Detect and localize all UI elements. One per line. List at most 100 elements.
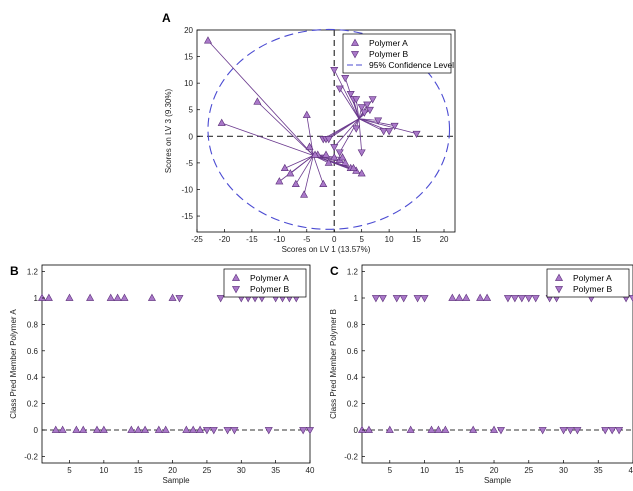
point-polymer-a-21	[189, 425, 198, 433]
y-tick-label-b-1: 0	[34, 426, 39, 435]
x-tick-label-c-7: 40	[629, 466, 633, 475]
point-polymer-a-11	[441, 425, 450, 433]
x-tick-label-a-1: -20	[219, 235, 231, 244]
point-polymer-a-22	[196, 425, 205, 433]
point-polymer-a-17	[141, 425, 150, 433]
x-axis-label-b: Sample	[162, 476, 190, 485]
point-polymer-b-2	[341, 75, 350, 83]
x-tick-label-b-1: 10	[99, 466, 108, 475]
point-polymer-b-2	[392, 295, 401, 303]
spoke-b-21	[358, 118, 363, 153]
point-polymer-b-6	[357, 104, 366, 112]
point-polymer-b-14	[264, 427, 273, 435]
point-polymer-a-13	[324, 158, 333, 166]
point-polymer-a-1	[455, 293, 464, 301]
point-polymer-b-19	[330, 144, 339, 152]
point-polymer-a-22	[349, 163, 358, 172]
point-polymer-a-3	[476, 293, 485, 301]
point-polymer-a-12	[469, 425, 478, 433]
point-polymer-b-0	[175, 295, 184, 303]
y-tick-label-c-7: 1.2	[347, 268, 359, 277]
legend-marker-polymer-a	[554, 273, 564, 281]
spoke-b-19	[333, 118, 360, 148]
spoke-a-1	[221, 122, 314, 156]
point-polymer-a-16	[134, 425, 143, 433]
point-polymer-a-8	[302, 110, 311, 118]
legend-label-b-0: Polymer A	[250, 273, 289, 283]
point-polymer-b-10	[531, 295, 540, 303]
point-polymer-b-13	[230, 427, 239, 435]
y-tick-label-a-7: 20	[184, 26, 193, 35]
point-polymer-a-20	[182, 425, 191, 433]
point-polymer-b-12	[379, 128, 388, 136]
point-polymer-b-4	[413, 295, 422, 303]
point-polymer-a-20	[311, 150, 320, 158]
point-polymer-a-6	[364, 425, 373, 433]
y-tick-label-a-3: 0	[189, 132, 194, 141]
plot-area-a	[196, 29, 456, 233]
point-polymer-a-13	[490, 425, 499, 433]
spoke-a-7	[303, 155, 314, 195]
point-polymer-a-21	[338, 153, 347, 161]
y-tick-label-c-4: 0.6	[347, 347, 359, 356]
point-polymer-a-0	[37, 293, 47, 301]
point-polymer-b-5	[420, 295, 429, 303]
plot-area-c	[361, 264, 633, 464]
x-tick-label-a-8: 15	[412, 235, 421, 244]
point-polymer-b-6	[503, 295, 512, 303]
panel-a: A -25 -20 -15 -10 -5 0 5 10 15 20 -15 -10 -5 0 5 10 15 20…	[162, 11, 456, 254]
x-tick-label-c-1: 10	[420, 466, 429, 475]
legend-label-b-1: Polymer B	[250, 284, 290, 294]
legend-marker-polymer-b	[350, 51, 360, 59]
y-tick-label-b-3: 0.4	[27, 373, 39, 382]
y-axis-label-c: Class Pred Member Polymer B	[329, 309, 338, 419]
point-polymer-a-2	[462, 293, 471, 301]
y-tick-label-a-0: -15	[181, 212, 193, 221]
legend-marker-polymer-b	[554, 286, 564, 294]
y-tick-label-a-1: -10	[181, 185, 193, 194]
point-polymer-a-1	[217, 118, 226, 126]
y-axis-label-a: Scores on LV 3 (9.30%)	[164, 88, 173, 173]
point-polymer-b-15	[299, 427, 308, 435]
point-polymer-b-23	[615, 427, 624, 435]
point-polymer-a-8	[168, 293, 177, 301]
legend-label-a-2: 95% Confidence Level	[369, 60, 454, 70]
point-polymer-a-15	[127, 425, 136, 433]
point-polymer-a-19	[357, 169, 366, 177]
y-tick-label-c-2: 0.2	[347, 400, 359, 409]
panel-c: C 5 10 15 20 25 30 35 40 -0.2 0 0.2 0.4 0.6 0.8 1 1.2 S…	[329, 264, 633, 485]
point-polymer-b-9	[365, 106, 374, 115]
confidence-ellipse	[207, 28, 451, 230]
point-polymer-b-20	[335, 149, 344, 157]
point-polymer-a-2	[253, 97, 262, 105]
x-tick-label-c-5: 30	[559, 466, 568, 475]
point-polymer-b-17	[538, 427, 547, 435]
y-tick-label-c-0: -0.2	[344, 452, 358, 461]
point-polymer-a-10	[58, 425, 67, 433]
point-polymer-a-14	[330, 153, 339, 161]
point-polymer-a-4	[280, 163, 289, 172]
spoke-b-15	[358, 118, 417, 135]
point-polymer-a-16	[341, 158, 350, 166]
point-polymer-b-0	[371, 295, 380, 303]
point-polymer-a-4	[106, 293, 115, 301]
point-polymer-a-18	[154, 425, 163, 433]
point-polymer-a-14	[99, 425, 108, 433]
point-polymer-a-12	[321, 150, 331, 158]
point-polymer-b-8	[363, 101, 372, 109]
point-polymer-a-9	[51, 425, 60, 433]
point-polymer-a-11	[319, 179, 328, 187]
point-polymer-b-9	[524, 295, 533, 303]
y-tick-label-a-6: 15	[184, 53, 193, 62]
point-polymer-a-5	[113, 293, 122, 301]
panel-label-c: C	[330, 264, 339, 278]
point-polymer-a-9	[427, 425, 436, 433]
x-tick-label-b-2: 15	[134, 466, 143, 475]
legend-box-b	[223, 268, 307, 298]
y-tick-label-a-4: 5	[189, 106, 194, 115]
point-polymer-b-1	[378, 295, 387, 303]
point-polymer-a-11	[72, 425, 81, 433]
point-polymer-b-13	[385, 128, 394, 136]
